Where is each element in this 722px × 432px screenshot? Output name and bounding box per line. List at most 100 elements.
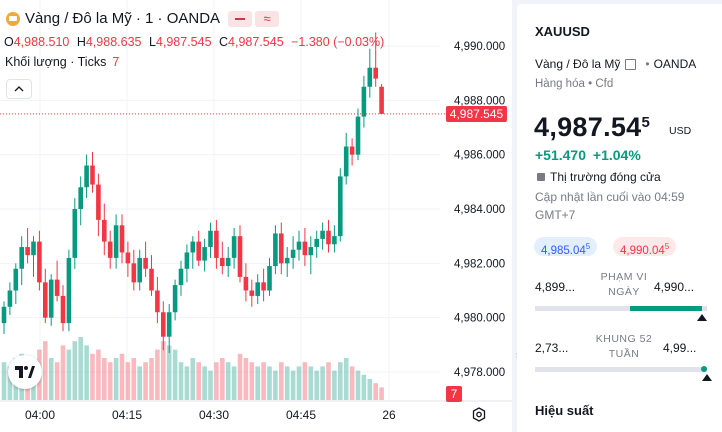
volume-bar xyxy=(220,358,225,400)
volume-label[interactable]: Khối lượng · Ticks xyxy=(5,55,107,69)
candle-body xyxy=(184,252,190,269)
exchange-name[interactable]: OANDA xyxy=(653,57,697,71)
y-tick-label: 4,990.000 xyxy=(454,41,505,53)
day-range-high: 4,990... xyxy=(654,280,695,294)
tv-logo-mark xyxy=(15,366,35,378)
volume-bar xyxy=(1,362,7,400)
candle-body xyxy=(202,247,207,261)
change-value: −1.380 (−0.03%) xyxy=(291,35,385,49)
candle-body xyxy=(326,230,331,245)
candle-body xyxy=(178,268,184,286)
volume-bar xyxy=(196,362,201,400)
volume-bar xyxy=(273,370,278,400)
candle-body xyxy=(84,165,89,188)
volume-bar xyxy=(302,362,308,400)
volume-bar xyxy=(361,374,367,400)
ask-sup: 5 xyxy=(664,242,670,251)
low-key: L xyxy=(148,35,156,49)
high-value: 4,988.635 xyxy=(85,35,142,49)
open-key: O xyxy=(4,35,14,49)
symbol-category: Hàng hóa xyxy=(535,78,585,90)
symbol-title[interactable]: Vàng / Đô la Mỹ · 1 · OANDA xyxy=(25,10,221,27)
symbol-ticker[interactable]: XAUUSD xyxy=(535,24,590,39)
last-volume-label: 7 xyxy=(446,386,462,402)
volume-bar xyxy=(279,362,284,400)
x-tick-label: 04:15 xyxy=(112,408,142,422)
candle-body xyxy=(72,209,78,258)
minus-icon[interactable] xyxy=(228,10,253,27)
chevron-up-icon xyxy=(14,86,24,92)
bid-price-pill[interactable]: 4,985.045 xyxy=(534,237,598,257)
market-status-text: Thị trường đóng cửa xyxy=(550,170,661,184)
volume-bar xyxy=(172,349,178,400)
candle-body xyxy=(261,282,266,291)
volume-legend[interactable]: Khối lượng · Ticks 7 xyxy=(5,55,119,69)
volume-bar xyxy=(214,362,219,400)
settings-icon[interactable] xyxy=(470,406,488,424)
volume-bar xyxy=(113,358,119,400)
price-change-abs: +51.470 xyxy=(535,147,586,163)
collapse-legend-button[interactable] xyxy=(6,79,32,99)
candle-body xyxy=(190,241,196,253)
ask-price-pill[interactable]: 4,990.045 xyxy=(613,237,677,257)
separator-dot: • xyxy=(588,78,596,90)
chart-legend-title[interactable]: Vàng / Đô la Mỹ · 1 · OANDA ≈ xyxy=(6,10,280,27)
candle-body xyxy=(338,176,343,237)
volume-bar xyxy=(155,349,160,400)
candle-body xyxy=(31,241,36,256)
symbol-name: Vàng / Đô la Mỹ xyxy=(535,57,621,71)
volume-bar xyxy=(43,341,48,400)
week52-range-dot xyxy=(701,366,707,372)
candle-body xyxy=(361,86,367,117)
volume-bar xyxy=(225,362,231,400)
candle-body xyxy=(102,219,107,242)
candle-body xyxy=(131,263,137,283)
candle-body xyxy=(267,266,272,291)
volume-bar xyxy=(107,362,113,400)
volume-bar xyxy=(149,358,154,400)
candle-body xyxy=(48,279,54,318)
candle-body xyxy=(78,187,83,209)
candle-body xyxy=(320,230,325,239)
y-tick-label: 4,982.000 xyxy=(454,258,505,270)
gold-bar-icon xyxy=(6,11,20,26)
volume-bar xyxy=(314,370,319,400)
y-tick-label: 4,986.000 xyxy=(454,150,505,162)
market-closed-icon xyxy=(537,173,545,181)
candle-body xyxy=(220,257,225,267)
day-range-track xyxy=(535,306,707,311)
bid-main: 4,985.04 xyxy=(541,244,586,257)
performance-title[interactable]: Hiệu suất xyxy=(535,403,594,418)
volume-bar xyxy=(261,362,266,400)
last-price: 4,987.545 xyxy=(534,112,650,143)
approx-icon[interactable]: ≈ xyxy=(255,10,280,27)
volume-bar xyxy=(202,366,207,400)
symbol-name-row: Vàng / Đô la Mỹ • OANDA xyxy=(535,57,696,71)
volume-bar xyxy=(296,366,302,400)
candle-body xyxy=(255,282,260,296)
week52-range-high: 4,99... xyxy=(663,341,697,355)
volume-bar xyxy=(190,358,196,400)
candle-body xyxy=(308,247,314,256)
candle-body xyxy=(25,247,30,256)
external-link-icon[interactable] xyxy=(625,58,637,70)
price-chart[interactable]: 4,990.000 4,988.000 4,986.000 4,984.000 4,98… xyxy=(0,0,512,432)
candle-body xyxy=(349,146,355,155)
candle-body xyxy=(367,67,373,87)
volume-bar xyxy=(231,366,237,400)
candle-body xyxy=(1,306,7,324)
bid-sup: 5 xyxy=(585,242,591,251)
volume-bar xyxy=(326,362,331,400)
tradingview-logo-icon[interactable] xyxy=(8,355,42,389)
volume-bar xyxy=(332,370,337,400)
candle-body xyxy=(149,268,154,291)
candle-body xyxy=(237,236,243,277)
candle-body xyxy=(19,247,24,269)
candle-body xyxy=(373,67,378,79)
last-price-main: 4,987.54 xyxy=(534,112,642,142)
volume-bar xyxy=(60,345,66,400)
chart-panel[interactable]: 4,990.000 4,988.000 4,986.000 4,984.000 4,98… xyxy=(0,0,512,432)
candle-body xyxy=(60,295,66,324)
volume-bar xyxy=(320,366,325,400)
candle-body xyxy=(302,241,308,256)
